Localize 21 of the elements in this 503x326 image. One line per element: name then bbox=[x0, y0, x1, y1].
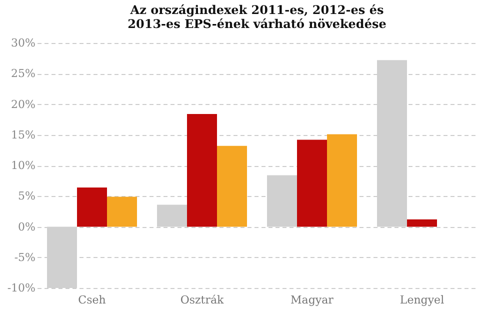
chart-title: Az országindexek 2011-es, 2012-es és 2013-es EPS-ének várható növekedése bbox=[128, 3, 387, 31]
bar bbox=[407, 219, 437, 227]
bar bbox=[297, 140, 327, 227]
bar bbox=[107, 196, 137, 227]
bar bbox=[187, 114, 217, 227]
y-tick-label: 15% bbox=[11, 128, 36, 142]
x-tick-label: Cseh bbox=[78, 294, 106, 306]
bar bbox=[77, 188, 107, 227]
y-tick-label: 5% bbox=[18, 190, 36, 203]
x-tick-label: Osztrák bbox=[180, 294, 224, 306]
y-tick-label: -10% bbox=[7, 282, 36, 294]
y-tick-label: 10% bbox=[11, 159, 36, 172]
y-tick-label: -5% bbox=[14, 250, 36, 264]
y-tick-label: 30% bbox=[11, 36, 36, 50]
x-tick-label: Magyar bbox=[290, 294, 334, 306]
y-tick-label: 0% bbox=[18, 220, 36, 234]
bar bbox=[217, 146, 247, 227]
bar bbox=[327, 134, 357, 227]
y-tick-label: 25% bbox=[11, 67, 36, 80]
y-tick-label: 20% bbox=[11, 98, 36, 111]
x-tick-label: Lengyel bbox=[400, 294, 445, 306]
